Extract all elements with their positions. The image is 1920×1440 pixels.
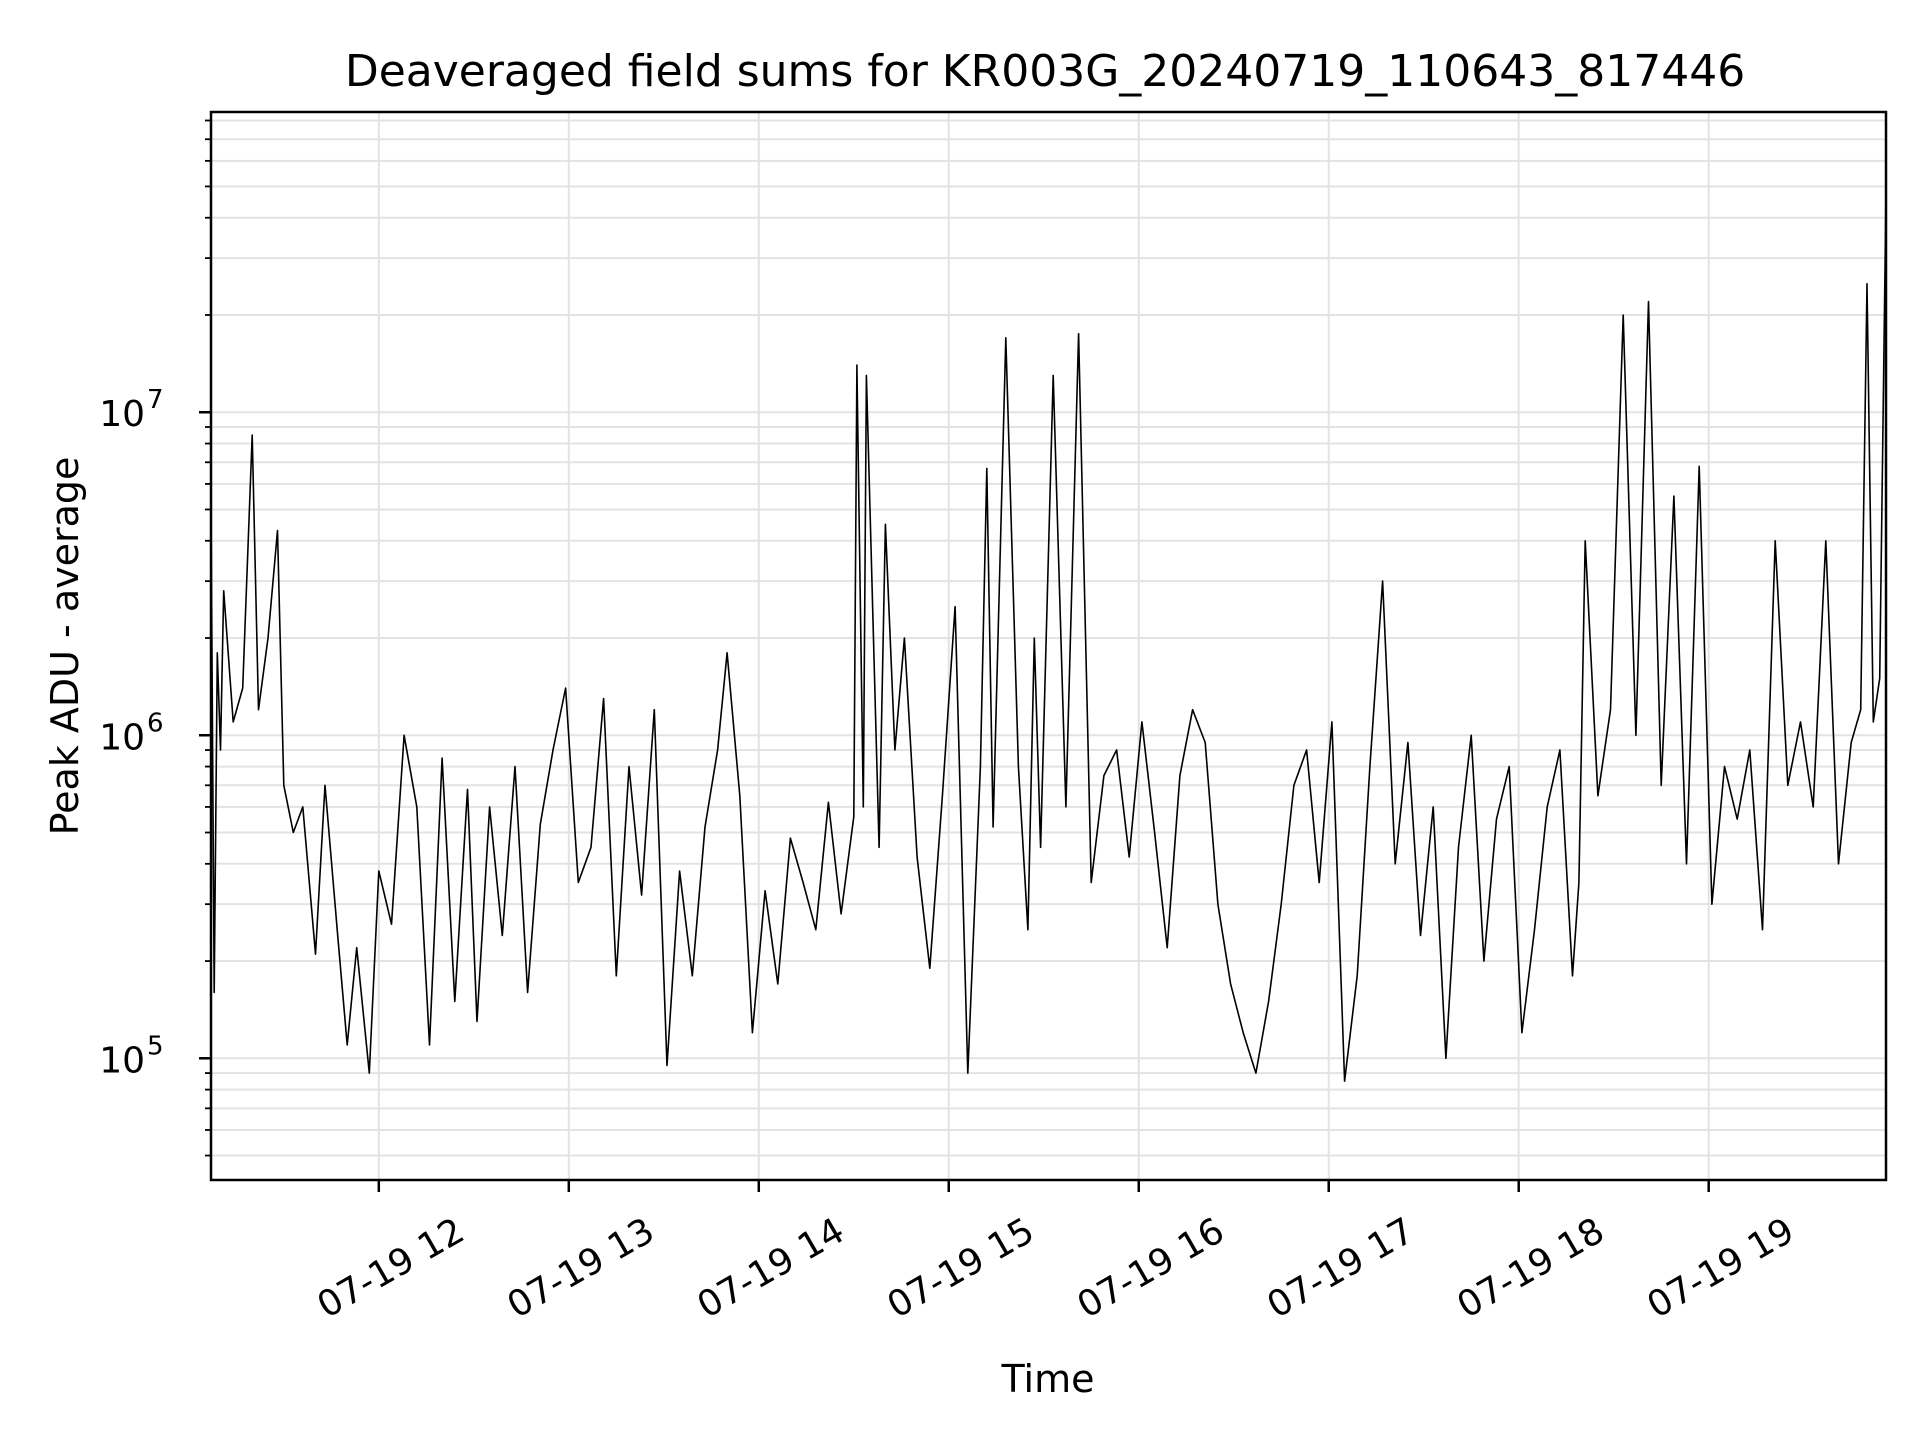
x-axis-label: Time [1001, 1357, 1095, 1401]
y-tick-label-exponent: 6 [147, 708, 164, 738]
y-tick-label: 10 [99, 717, 145, 758]
grid [211, 112, 1886, 1180]
y-axis-label: Peak ADU - average [43, 457, 87, 836]
y-tick-label-exponent: 5 [147, 1031, 164, 1061]
y-tick-label: 10 [99, 394, 145, 435]
y-tick-label: 10 [99, 1040, 145, 1081]
plot-frame [209, 110, 1888, 1182]
series-line [210, 192, 1887, 1082]
series [210, 192, 1887, 1082]
chart-title: Deaveraged field sums for KR003G_2024071… [345, 46, 1745, 97]
y-tick-label-exponent: 7 [147, 385, 164, 415]
